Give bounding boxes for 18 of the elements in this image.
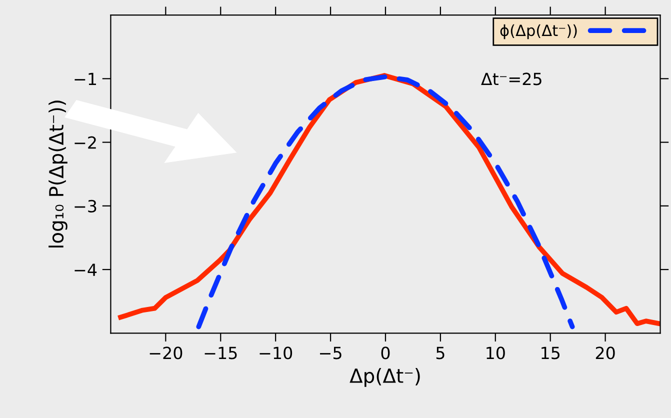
x-tick-label: 15 [542, 346, 560, 360]
x-tick-label: −20 [150, 346, 182, 360]
x-tick-label: 10 [486, 346, 505, 360]
x-tick-label: −5 [320, 346, 342, 360]
y-tick-label: −4 [74, 264, 97, 276]
x-tick-label: −10 [260, 346, 292, 360]
y-tick-label: −3 [74, 200, 96, 212]
y-tick-label: −1 [74, 72, 96, 85]
x-tick-label: 20 [596, 346, 615, 360]
x-tick-label: 0 [381, 346, 390, 360]
x-tick-label: −15 [204, 346, 237, 360]
y-tick-label: −2 [74, 136, 96, 149]
annotation: Δt⁻=25 [481, 72, 542, 86]
y-axis-title: log₁₀ P(Δp(Δt⁻)) [48, 100, 68, 248]
x-tick-label: 5 [436, 346, 444, 360]
line-series [196, 74, 575, 330]
legend-label: ϕ(Δp(Δt⁻)) [500, 24, 577, 40]
x-axis-title: Δp(Δt⁻) [350, 368, 420, 387]
